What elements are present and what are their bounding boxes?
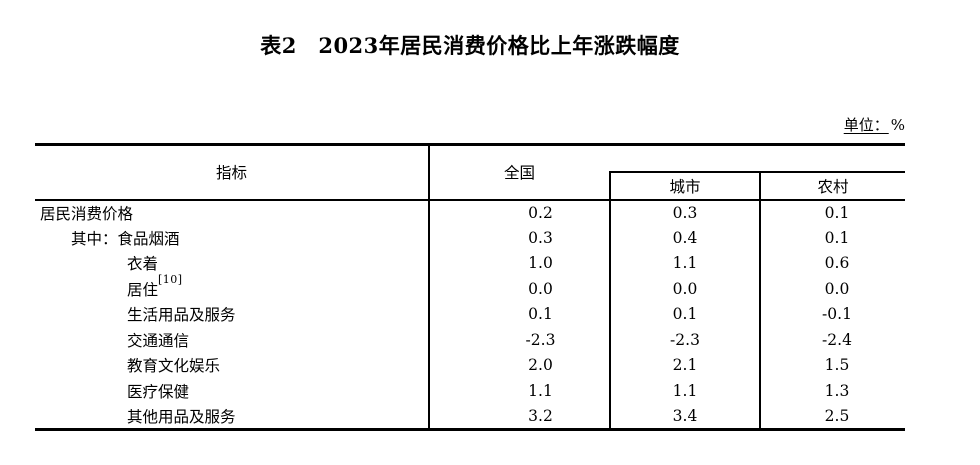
unit-value: %	[890, 116, 905, 134]
cell-urban: 3.4	[610, 403, 761, 429]
cell-national: 1.0	[429, 250, 611, 276]
cpi-table: 指标 全国 城市 农村 居民消费价格 0.2 0.3 0.1 其中：食品烟酒 0…	[35, 143, 905, 431]
cell-national: -2.3	[429, 327, 611, 353]
cell-rural: 0.1	[824, 228, 850, 247]
cell-rural: -0.1	[822, 305, 852, 324]
cell-urban: 0.4	[610, 225, 761, 251]
col-header-indicator: 指标	[35, 144, 430, 201]
table-row: 居民消费价格 0.2 0.3 0.1	[35, 199, 905, 225]
header-row-sub: 城市 农村	[35, 170, 905, 201]
cell-national: 0.2	[429, 199, 611, 225]
cell-rural: 1.5	[824, 356, 850, 375]
cell-urban: 2.1	[610, 352, 761, 378]
table-row: 教育文化娱乐 2.0 2.1 1.5	[35, 352, 905, 378]
header-row-top: 指标 全国	[35, 144, 905, 201]
cell-national: 2.0	[429, 352, 611, 378]
cell-urban: 0.3	[610, 199, 761, 225]
cell-indicator: 衣着	[35, 250, 430, 276]
cell-indicator: 居住[10]	[35, 272, 430, 302]
cell-rural: 1.3	[824, 381, 850, 400]
col-header-national: 全国	[429, 144, 610, 201]
cell-national: 0.0	[429, 276, 611, 302]
cell-urban: -2.3	[610, 327, 761, 353]
cell-national: 0.1	[429, 301, 611, 327]
table-row: 医疗保健 1.1 1.1 1.3	[35, 378, 905, 404]
cell-rural: 2.5	[824, 406, 850, 425]
cell-rural: -2.4	[822, 330, 852, 349]
cell-national: 1.1	[429, 378, 611, 404]
footnote-marker: [10]	[158, 272, 183, 286]
cell-urban: 1.1	[610, 378, 761, 404]
cell-national: 3.2	[429, 403, 611, 429]
cell-urban: 0.1	[610, 301, 761, 327]
table-row: 居住[10] 0.0 0.0 0.0	[35, 272, 905, 302]
cell-indicator: 医疗保健	[35, 378, 430, 404]
cell-indicator: 其中：食品烟酒	[35, 225, 430, 251]
table-header: 指标 全国 城市 农村	[35, 144, 905, 201]
col-header-rural: 农村	[760, 170, 905, 201]
cell-rural: 0.1	[824, 203, 850, 222]
cell-national: 0.3	[429, 225, 611, 251]
table-row: 其他用品及服务 3.2 3.4 2.5	[35, 403, 905, 429]
cell-indicator: 交通通信	[35, 327, 430, 353]
table-row: 交通通信 -2.3 -2.3 -2.4	[35, 327, 905, 353]
unit-label: 单位：%	[35, 114, 905, 135]
table-body: 居民消费价格 0.2 0.3 0.1 其中：食品烟酒 0.3 0.4 0.1 衣…	[35, 199, 905, 429]
cell-urban: 0.0	[610, 276, 761, 302]
cell-indicator: 居民消费价格	[35, 199, 430, 225]
table-row: 衣着 1.0 1.1 0.6	[35, 250, 905, 276]
unit-prefix: 单位：	[843, 116, 889, 134]
header-spacer	[610, 144, 905, 173]
cell-rural: 0.6	[824, 254, 850, 273]
table-row: 生活用品及服务 0.1 0.1 -0.1	[35, 301, 905, 327]
cell-indicator: 教育文化娱乐	[35, 352, 430, 378]
page-title: 表2 2023年居民消费价格比上年涨跌幅度	[260, 33, 680, 58]
cell-rural: 0.0	[824, 279, 850, 298]
table-row: 其中：食品烟酒 0.3 0.4 0.1	[35, 225, 905, 251]
cell-indicator: 生活用品及服务	[35, 301, 430, 327]
indicator-text: 居住	[127, 280, 159, 299]
cell-urban: 1.1	[610, 250, 761, 276]
cell-indicator: 其他用品及服务	[35, 403, 430, 429]
col-header-urban: 城市	[609, 170, 761, 201]
